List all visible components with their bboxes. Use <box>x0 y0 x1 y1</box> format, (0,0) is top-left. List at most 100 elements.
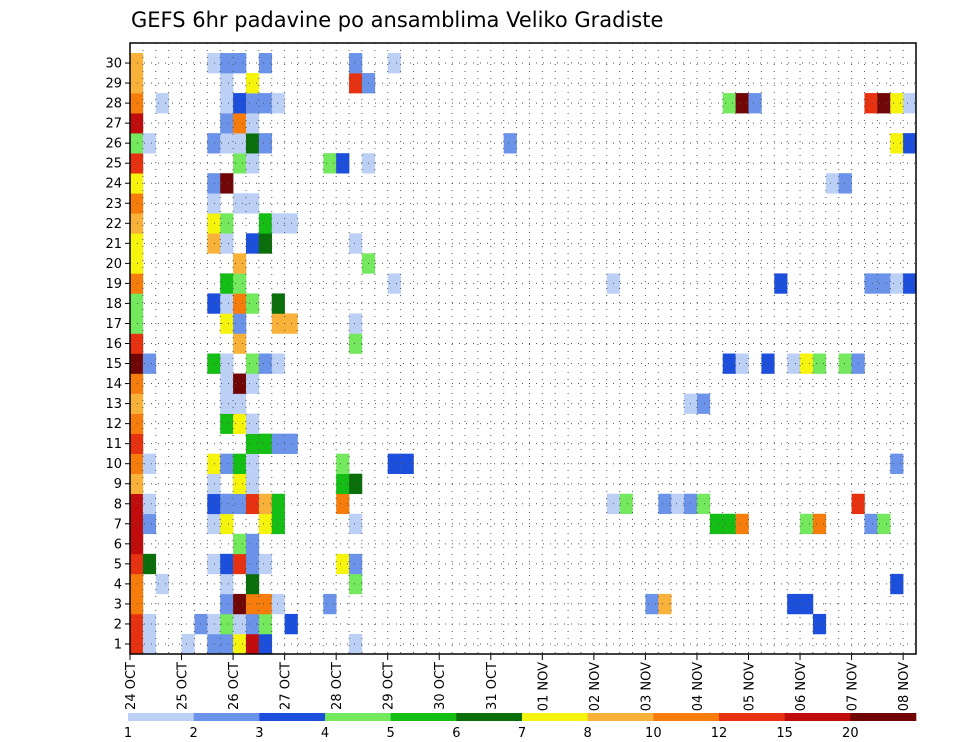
heatmap-cell <box>130 613 144 635</box>
heatmap-cell <box>220 413 234 434</box>
x-tick-label: 24 OCT <box>124 662 139 710</box>
heatmap-cell <box>645 593 659 615</box>
grid-lines <box>130 43 916 654</box>
heatmap-cell <box>838 173 852 194</box>
heatmap-cell <box>207 453 221 474</box>
heatmap-cell <box>258 633 273 655</box>
heatmap-cell <box>233 53 247 74</box>
x-tick-label: 07 NOV <box>846 662 861 711</box>
heatmap-cell <box>258 53 273 74</box>
heatmap-cell <box>245 573 260 595</box>
heatmap-cell <box>207 293 221 314</box>
heatmap-cell <box>220 273 234 294</box>
heatmap-cell <box>233 293 247 314</box>
heatmap-cell <box>658 593 672 615</box>
colorbar: 1 2 3 4 5 6 7 8 10 12 15 20 <box>124 713 917 741</box>
heatmap-cell <box>181 633 195 655</box>
heatmap-cell <box>130 533 144 555</box>
heatmap-cell <box>503 133 517 154</box>
heatmap-cell <box>271 293 285 314</box>
heatmap-cell <box>207 513 221 535</box>
heatmap-cell <box>207 213 221 234</box>
heatmap-cell <box>233 133 247 154</box>
y-tick-label: 29 <box>105 77 122 92</box>
heatmap-cell <box>658 493 672 515</box>
heatmap-cell <box>220 553 234 575</box>
heatmap-cell <box>130 413 144 434</box>
heatmap-cell <box>220 213 234 234</box>
heatmap-cell <box>722 353 736 374</box>
heatmap-cell <box>349 573 363 595</box>
heatmap-cell <box>245 73 260 94</box>
y-tick-label: 5 <box>114 557 122 572</box>
heatmap-cell <box>233 473 247 495</box>
y-tick-label: 4 <box>114 577 122 592</box>
heatmap-cell <box>890 573 904 595</box>
y-tick-label: 25 <box>105 157 122 172</box>
heatmap-cell <box>220 113 234 134</box>
colorbar-label: 7 <box>518 726 526 741</box>
heatmap-cell <box>207 353 221 374</box>
heatmap-cell <box>400 453 414 474</box>
heatmap-cell <box>220 173 234 194</box>
heatmap-cell <box>349 553 363 575</box>
heatmap-cell <box>130 353 144 374</box>
heatmap-cell <box>323 153 337 174</box>
heatmap-cell <box>245 153 260 174</box>
x-tick-label: 27 OCT <box>279 662 294 710</box>
heatmap-cell <box>220 293 234 314</box>
heatmap-cell <box>271 93 285 114</box>
heatmap-cell <box>245 193 260 214</box>
colorbar-label: 10 <box>645 726 662 741</box>
heatmap-cell <box>258 433 273 454</box>
heatmap-cell <box>709 513 724 535</box>
heatmap-cell <box>387 453 401 474</box>
y-tick-label: 24 <box>105 177 122 192</box>
heatmap-cell <box>207 613 221 635</box>
heatmap-cell <box>787 353 801 374</box>
heatmap-cell <box>233 313 247 334</box>
x-tick-label: 02 NOV <box>588 662 603 711</box>
heatmap-cell <box>142 133 157 154</box>
heatmap-cell <box>233 633 247 655</box>
heatmap-cell <box>220 513 234 535</box>
y-tick-label: 19 <box>105 277 122 292</box>
heatmap-cell <box>735 93 749 114</box>
heatmap-cell <box>220 133 234 154</box>
colorbar-swatch <box>587 713 654 721</box>
heatmap-cell <box>800 353 814 374</box>
heatmap-cell <box>233 593 247 615</box>
heatmap-cell <box>812 513 827 535</box>
heatmap-cell <box>258 553 273 575</box>
heatmap-cell <box>130 373 144 394</box>
heatmap-cell <box>271 213 285 234</box>
heatmap-cell <box>220 573 234 595</box>
heatmap-cell <box>130 213 144 234</box>
y-tick-label: 11 <box>105 437 122 452</box>
y-tick-label: 8 <box>114 497 122 512</box>
heatmap-cell <box>349 333 363 354</box>
colorbar-swatch <box>456 713 523 721</box>
y-tick-label: 3 <box>114 597 122 612</box>
heatmap-cell <box>207 233 221 254</box>
chart-title: GEFS 6hr padavine po ansamblima Veliko G… <box>131 8 663 32</box>
y-tick-label: 7 <box>114 517 122 532</box>
heatmap-cell <box>387 273 401 294</box>
heatmap-cell <box>349 313 363 334</box>
plot-frame <box>129 42 917 655</box>
heatmap-cell <box>245 93 260 114</box>
heatmap-cell <box>207 193 221 214</box>
heatmap-cell <box>336 493 350 515</box>
x-tick-label: 31 OCT <box>485 662 500 710</box>
y-tick-label: 14 <box>105 377 122 392</box>
heatmap-cell <box>130 73 144 94</box>
colorbar-label: 20 <box>842 726 859 741</box>
heatmap-cell <box>220 353 234 374</box>
colorbar-label: 2 <box>190 726 198 741</box>
x-tick-label: 30 OCT <box>433 662 448 710</box>
heatmap-cell <box>130 253 144 274</box>
heatmap-cells <box>130 53 917 655</box>
colorbar-label: 1 <box>124 726 132 741</box>
heatmap-cell <box>877 93 891 114</box>
